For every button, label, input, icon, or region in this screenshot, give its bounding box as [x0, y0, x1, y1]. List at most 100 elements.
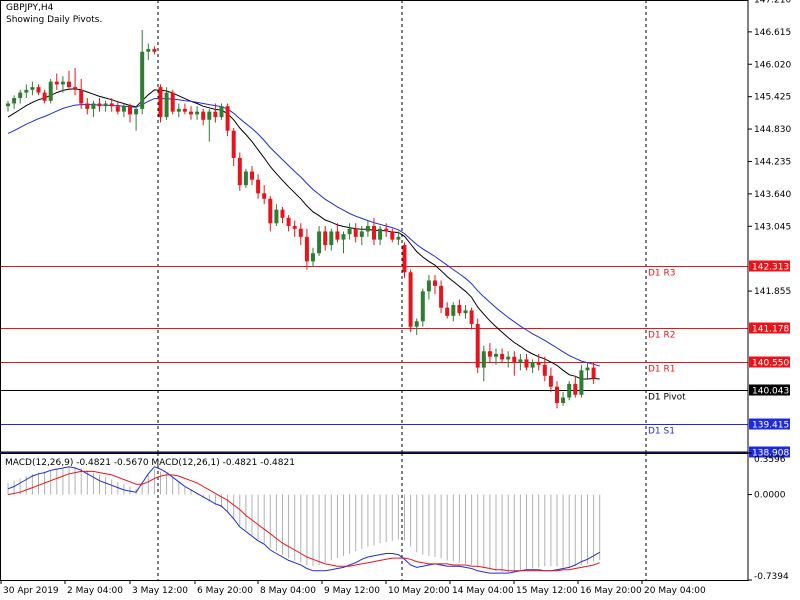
candle[interactable] — [36, 84, 41, 96]
candle[interactable] — [390, 228, 395, 243]
candle[interactable] — [128, 103, 132, 123]
candle[interactable] — [555, 381, 559, 409]
candle[interactable] — [463, 304, 468, 319]
candle[interactable] — [445, 302, 450, 319]
candle[interactable] — [286, 215, 291, 232]
candle[interactable] — [274, 204, 279, 226]
candle[interactable] — [18, 89, 23, 104]
candle[interactable] — [561, 392, 566, 406]
candle[interactable] — [475, 318, 480, 374]
candle[interactable] — [164, 87, 169, 120]
candle[interactable] — [494, 348, 498, 365]
candle[interactable] — [231, 127, 236, 167]
candle[interactable] — [372, 217, 376, 246]
candle[interactable] — [378, 226, 383, 246]
candle[interactable] — [451, 302, 456, 322]
candle[interactable] — [585, 362, 590, 379]
candle[interactable] — [152, 46, 157, 55]
candle[interactable] — [408, 269, 413, 333]
candle[interactable] — [158, 84, 163, 123]
candle[interactable] — [317, 226, 322, 256]
candle[interactable] — [115, 100, 120, 115]
candle[interactable] — [219, 103, 224, 120]
candle[interactable] — [12, 95, 17, 109]
candle[interactable] — [60, 76, 65, 93]
candle[interactable] — [140, 29, 145, 115]
candle[interactable] — [256, 174, 261, 199]
candle[interactable] — [176, 103, 181, 118]
candle[interactable] — [323, 226, 328, 251]
macd-panel[interactable]: MACD(12,26,9) -0.4821 -0.5670 MACD(12,26… — [5, 453, 647, 580]
candle[interactable] — [420, 288, 425, 327]
candle[interactable] — [121, 103, 126, 118]
candle[interactable] — [103, 100, 108, 112]
candle[interactable] — [536, 353, 541, 371]
candle[interactable] — [42, 89, 47, 104]
candle[interactable] — [329, 228, 334, 251]
candle[interactable] — [189, 106, 193, 120]
candle[interactable] — [591, 362, 596, 384]
price-panel[interactable]: D1 R3 D1 R2 D1 R1 D1 Pivot D1 S1 — [0, 0, 748, 453]
candle[interactable] — [201, 108, 206, 126]
candle[interactable] — [439, 280, 444, 314]
candle[interactable] — [6, 100, 10, 112]
candle[interactable] — [573, 375, 578, 398]
candle[interactable] — [487, 343, 492, 363]
candle[interactable] — [24, 84, 29, 99]
candle[interactable] — [506, 351, 511, 368]
candle[interactable] — [134, 106, 139, 131]
candle[interactable] — [359, 226, 364, 246]
candle[interactable] — [579, 364, 584, 398]
candle[interactable] — [530, 359, 535, 374]
candle[interactable] — [353, 223, 358, 243]
candle[interactable] — [567, 381, 572, 401]
candle[interactable] — [396, 231, 401, 246]
candle[interactable] — [280, 206, 285, 224]
candle[interactable] — [402, 242, 407, 278]
candle[interactable] — [30, 81, 35, 96]
candle[interactable] — [195, 106, 200, 120]
candle[interactable] — [500, 348, 505, 363]
candle[interactable] — [548, 367, 553, 393]
candle[interactable] — [384, 223, 389, 237]
candle[interactable] — [262, 185, 267, 205]
candle[interactable] — [213, 103, 218, 123]
candle[interactable] — [292, 220, 297, 237]
candle[interactable] — [426, 275, 431, 300]
candle[interactable] — [225, 103, 230, 137]
candle[interactable] — [311, 247, 315, 267]
candle[interactable] — [207, 108, 212, 142]
candle[interactable] — [146, 43, 151, 60]
candle[interactable] — [109, 98, 114, 112]
candle[interactable] — [524, 353, 529, 371]
candle[interactable] — [542, 356, 547, 382]
candle[interactable] — [182, 103, 187, 115]
candle[interactable] — [469, 307, 474, 330]
candle[interactable] — [347, 223, 352, 240]
candle[interactable] — [250, 166, 254, 186]
candle[interactable] — [73, 68, 78, 96]
candle[interactable] — [237, 152, 242, 191]
candle[interactable] — [67, 70, 71, 90]
candle[interactable] — [268, 196, 273, 232]
candle[interactable] — [298, 223, 303, 246]
candle[interactable] — [512, 351, 517, 376]
candle[interactable] — [48, 78, 53, 104]
candle[interactable] — [85, 98, 90, 115]
candle[interactable] — [433, 275, 437, 295]
candle[interactable] — [457, 299, 462, 316]
candle[interactable] — [365, 220, 370, 237]
candle[interactable] — [481, 345, 486, 382]
candle[interactable] — [335, 223, 340, 243]
candle[interactable] — [97, 98, 102, 112]
candle[interactable] — [243, 168, 248, 188]
candle[interactable] — [79, 78, 84, 109]
candle[interactable] — [341, 231, 346, 254]
candle[interactable] — [170, 89, 175, 115]
candle[interactable] — [304, 228, 309, 270]
candle[interactable] — [518, 353, 523, 371]
candle[interactable] — [54, 73, 59, 90]
candle[interactable] — [414, 318, 419, 335]
candle[interactable] — [91, 100, 96, 118]
